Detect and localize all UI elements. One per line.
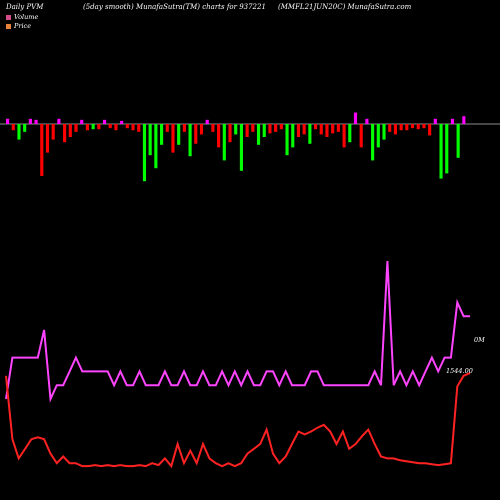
volume-bar: [211, 124, 215, 132]
volume-bar: [353, 112, 358, 124]
volume-bar: [148, 124, 152, 156]
volume-bar: [308, 124, 312, 144]
volume-bar: [85, 124, 89, 131]
legend-price-swatch: [6, 23, 11, 29]
volume-bar: [450, 118, 455, 124]
volume-bar: [171, 124, 175, 153]
volume-bar: [422, 124, 426, 129]
volume-bar: [80, 119, 84, 124]
volume-bar: [319, 124, 323, 135]
legend-volume-swatch: [6, 14, 11, 20]
volume-bar: [262, 124, 266, 137]
price-line-upper: [5, 260, 470, 403]
legend-price-label: Price: [14, 22, 32, 30]
volume-bar: [51, 124, 55, 140]
volume-bar: [302, 124, 306, 135]
volume-bar: [23, 124, 27, 132]
volume-bar: [388, 124, 392, 132]
volume-bar: [336, 124, 340, 132]
volume-bar: [74, 124, 78, 132]
chart-subtitle: (5day smooth) MunafaSutra(TM) charts for…: [83, 3, 266, 11]
volume-bar: [279, 124, 283, 130]
volume-bar: [285, 124, 289, 156]
volume-bar: [102, 119, 107, 124]
volume-bar: [45, 124, 50, 153]
volume-bar: [182, 124, 186, 132]
volume-bar: [68, 124, 72, 137]
volume-bar: [410, 124, 415, 129]
price-line-lower: [5, 372, 471, 469]
volume-bar: [456, 124, 460, 158]
volume-bar: [97, 124, 101, 130]
legend-price: Price: [6, 22, 31, 30]
volume-bar: [17, 124, 21, 140]
volume-bar: [342, 124, 346, 148]
chart-source: (MMFL21JUN20C) MunafaSutra.com: [278, 3, 412, 11]
chart-name: Daily PVM: [6, 3, 44, 11]
volume-bar: [125, 124, 129, 129]
volume-bar: [28, 118, 32, 124]
volume-bar: [296, 124, 301, 137]
annotation-volume-label: 0M: [474, 336, 485, 344]
volume-bar: [462, 116, 466, 124]
volume-bar: [416, 124, 420, 130]
volume-bar: [325, 124, 329, 137]
volume-bar: [40, 124, 44, 176]
volume-bar: [91, 124, 95, 130]
volume-bar: [376, 124, 380, 148]
volume-bar: [274, 124, 278, 132]
volume-bar: [291, 124, 295, 148]
volume-bar: [142, 124, 147, 182]
volume-bar: [365, 118, 369, 124]
volume-bar: [399, 124, 403, 131]
volume-bar: [234, 124, 238, 135]
legend-volume: Volume: [6, 13, 38, 21]
volume-bar: [393, 124, 397, 135]
volume-bar: [331, 124, 335, 134]
volume-bar: [245, 124, 249, 137]
volume-bar: [120, 120, 124, 124]
volume-bar: [256, 124, 261, 145]
volume-bar: [314, 124, 318, 130]
volume-bar: [194, 124, 198, 144]
volume-bar: [205, 119, 209, 124]
volume-bar: [222, 124, 226, 161]
volume-bar: [445, 124, 449, 174]
volume-bar: [154, 124, 158, 169]
volume-bar: [188, 124, 192, 157]
volume-bar: [34, 119, 38, 124]
volume-bar: [160, 124, 164, 145]
volume-bar: [239, 124, 243, 171]
volume-bar: [165, 124, 169, 132]
volume-bar: [108, 124, 112, 129]
annotation-price-label: 1544.00: [446, 367, 473, 375]
volume-bar: [177, 124, 181, 145]
volume-bars: [6, 112, 466, 182]
volume-bar: [348, 124, 352, 143]
volume-bar: [359, 124, 363, 148]
volume-bar: [382, 124, 386, 140]
volume-bar: [439, 124, 443, 179]
volume-bar: [6, 118, 10, 124]
volume-bar: [114, 124, 118, 131]
volume-bar: [228, 124, 232, 143]
volume-bar: [63, 124, 67, 143]
volume-bar: [371, 124, 375, 161]
volume-bar: [251, 124, 255, 132]
volume-bar: [405, 124, 409, 131]
volume-bar: [428, 124, 432, 136]
volume-bar: [131, 124, 135, 131]
volume-bar: [433, 118, 437, 124]
volume-bar: [137, 124, 141, 132]
volume-bar: [199, 124, 204, 135]
volume-bar: [268, 124, 272, 134]
volume-bar: [11, 124, 15, 131]
volume-bar: [217, 124, 221, 148]
legend-volume-label: Volume: [14, 13, 39, 21]
volume-bar: [57, 118, 61, 124]
